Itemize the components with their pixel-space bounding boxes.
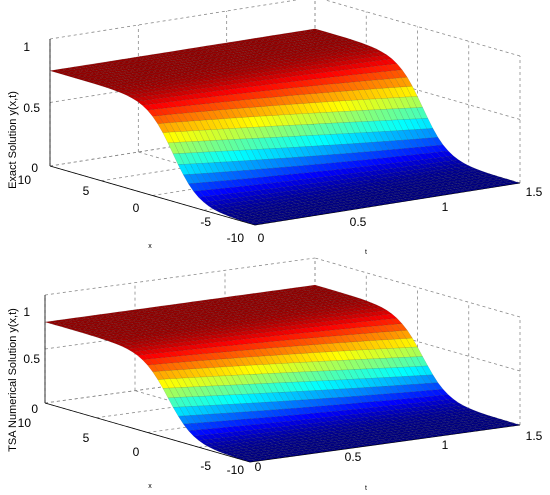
surface-patch [304, 213, 316, 217]
t-tick-label: 1.5 [526, 429, 543, 443]
axis-line [254, 182, 521, 226]
x-tick-label: 0 [133, 201, 140, 215]
x-tick-label: -5 [200, 459, 211, 473]
surface [44, 284, 521, 463]
x-tick-label: -10 [227, 231, 245, 245]
surface [49, 28, 521, 225]
t-tick-label: 0 [258, 231, 265, 245]
z-tick-label: 0.5 [23, 352, 40, 366]
surface-patch [334, 208, 346, 212]
surface-patch [249, 222, 262, 225]
surface-patch [400, 198, 412, 202]
surface-patch [460, 188, 472, 192]
z-axis-label: TSA Numerical Solution y(x,t) [7, 308, 19, 452]
x-tick-label: -10 [227, 463, 245, 477]
surface-patch [328, 209, 340, 213]
surface-patch [340, 207, 352, 211]
t-tick-label: 1 [442, 200, 449, 214]
x-axis-label: x [148, 243, 152, 250]
x-axis-label: x [148, 483, 152, 490]
t-tick-label: 1.5 [526, 185, 543, 199]
grid-line [44, 257, 316, 296]
z-tick-label: 1 [23, 40, 30, 54]
t-tick-label: 0.5 [350, 215, 367, 229]
z-tick-label: 0.5 [23, 101, 40, 115]
z-tick-label: 1 [23, 305, 30, 319]
t-tick-label: 1 [442, 438, 449, 452]
z-axis-label: Exact Solution y(x,t) [7, 91, 19, 189]
surface-patch [472, 187, 484, 190]
t-tick-label: 0 [255, 460, 262, 474]
exact-solution-plot: 1 0.5 0 10 5 0 -5 -10 0 0.5 1 1.5 x t Ex… [7, 0, 543, 256]
t-tick-label: 0.5 [345, 450, 362, 464]
x-tick-label: 0 [133, 445, 140, 459]
tick-labels: 1 0.5 0 10 5 0 -5 -10 0 0.5 1 1.5 x t Ex… [7, 40, 543, 256]
z-tick-label: 0 [31, 161, 38, 175]
surface-patch [364, 204, 376, 207]
axis-line [44, 402, 251, 463]
z-tick-label: 0 [31, 402, 38, 416]
surface-patch [279, 217, 292, 221]
x-tick-label: 10 [18, 416, 32, 430]
axis-line [249, 424, 521, 463]
t-axis-label: t [365, 249, 367, 256]
t-axis-label: t [365, 485, 367, 492]
x-tick-label: -5 [200, 215, 211, 229]
grid-line [49, 0, 299, 40]
tsa-numerical-solution-plot: 1 0.5 0 10 5 0 -5 -10 0 0.5 1 1.5 x t TS… [7, 257, 543, 492]
surface-patch [466, 187, 478, 191]
axis-line [49, 165, 256, 226]
x-tick-label: 5 [83, 431, 90, 445]
x-tick-label: 5 [83, 184, 90, 198]
surface-patch [388, 200, 400, 204]
surface-patch [267, 219, 280, 223]
x-tick-label: 10 [18, 173, 32, 187]
